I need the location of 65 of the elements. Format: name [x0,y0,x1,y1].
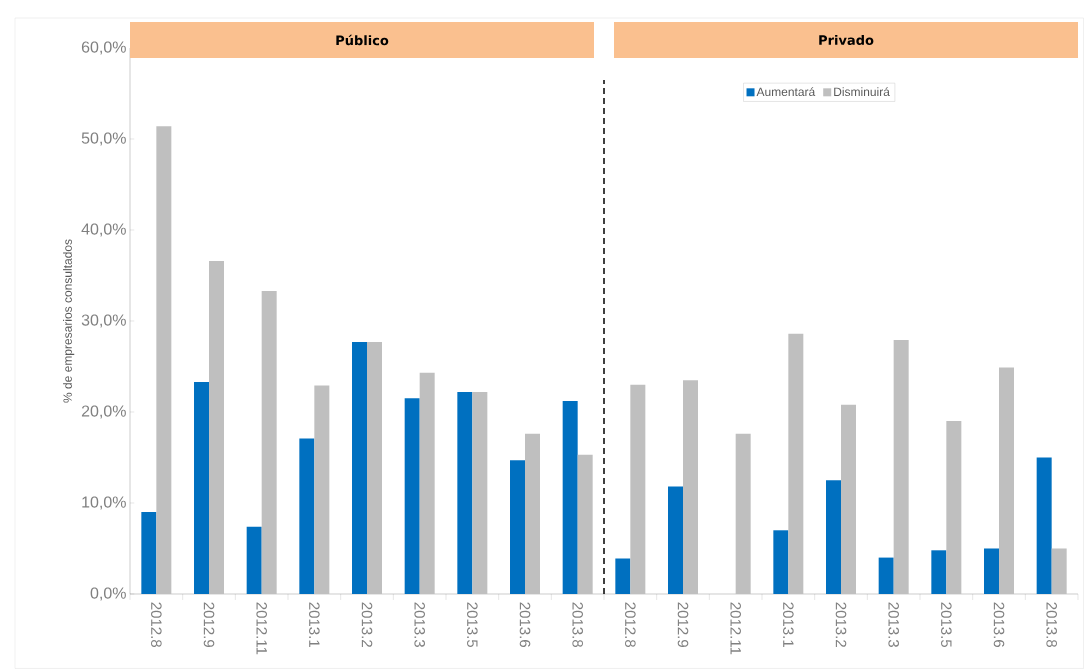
y-tick-label: 30,0% [81,314,126,328]
bar [209,260,225,594]
y-axis-title: % de empresarios consultados [63,239,75,403]
bar [525,433,541,594]
x-tick-label: 2013.3 [414,602,425,647]
x-tick-label: 2013.5 [467,602,478,648]
bar [788,333,804,594]
x-tick-label: 2013.8 [572,602,583,647]
x-tick-label: 2012.8 [151,602,162,647]
bar [683,380,698,594]
bar [299,438,315,594]
bar [999,367,1014,594]
y-tick-label: 40,0% [81,223,126,237]
bar [472,391,488,594]
bar [931,550,947,594]
text: Público [336,34,389,46]
bar [352,341,368,594]
x-tick-label: 2012.9 [203,602,215,647]
y-tick-label: 0,0% [90,587,126,601]
bar [261,290,277,594]
y-tick-label: 60,0% [81,41,126,55]
x-tick-label: 2013.1 [783,602,794,647]
x-tick-label: 2013.8 [1046,602,1057,647]
bar [457,391,473,594]
bar [615,558,631,594]
legend-label: Aumentará [756,87,816,97]
x-tick-label: 2013.2 [835,602,847,647]
x-tick-label: 2012.11 [730,602,741,655]
x-tick-label: 2013.3 [888,602,899,647]
x-tick-label: 2012.8 [625,602,636,647]
bar [314,385,330,594]
legend-label: Disminuirá [834,87,890,97]
bar [404,398,420,594]
x-tick-label: 2013.6 [993,602,1005,647]
y-tick-label: 20,0% [81,405,126,419]
bar [367,341,383,594]
y-tick-label: 50,0% [81,132,126,146]
bar [946,421,962,594]
bar [773,530,789,594]
bar [893,340,909,594]
bar [984,548,999,594]
text: Privado [819,34,874,46]
bar [668,486,684,594]
bar [194,381,210,594]
bar [735,433,751,594]
bar [878,557,894,594]
x-tick-label: 2013.1 [309,602,320,647]
bar [841,404,856,594]
x-tick-label: 2012.9 [677,602,689,647]
bar [419,372,435,594]
x-tick-label: 2013.6 [519,602,531,647]
bar [630,384,646,594]
x-tick-label: 2012.11 [256,602,267,655]
bar [156,126,172,594]
bar [562,401,578,594]
bar [1051,548,1067,594]
bar [1036,457,1052,594]
x-tick-label: 2013.5 [941,602,952,648]
bar [246,526,262,594]
bar [826,480,841,594]
x-tick-label: 2013.2 [361,602,373,647]
bar [141,512,157,594]
y-tick-label: 10,0% [82,496,126,510]
bar [577,454,593,594]
bar [510,460,525,594]
